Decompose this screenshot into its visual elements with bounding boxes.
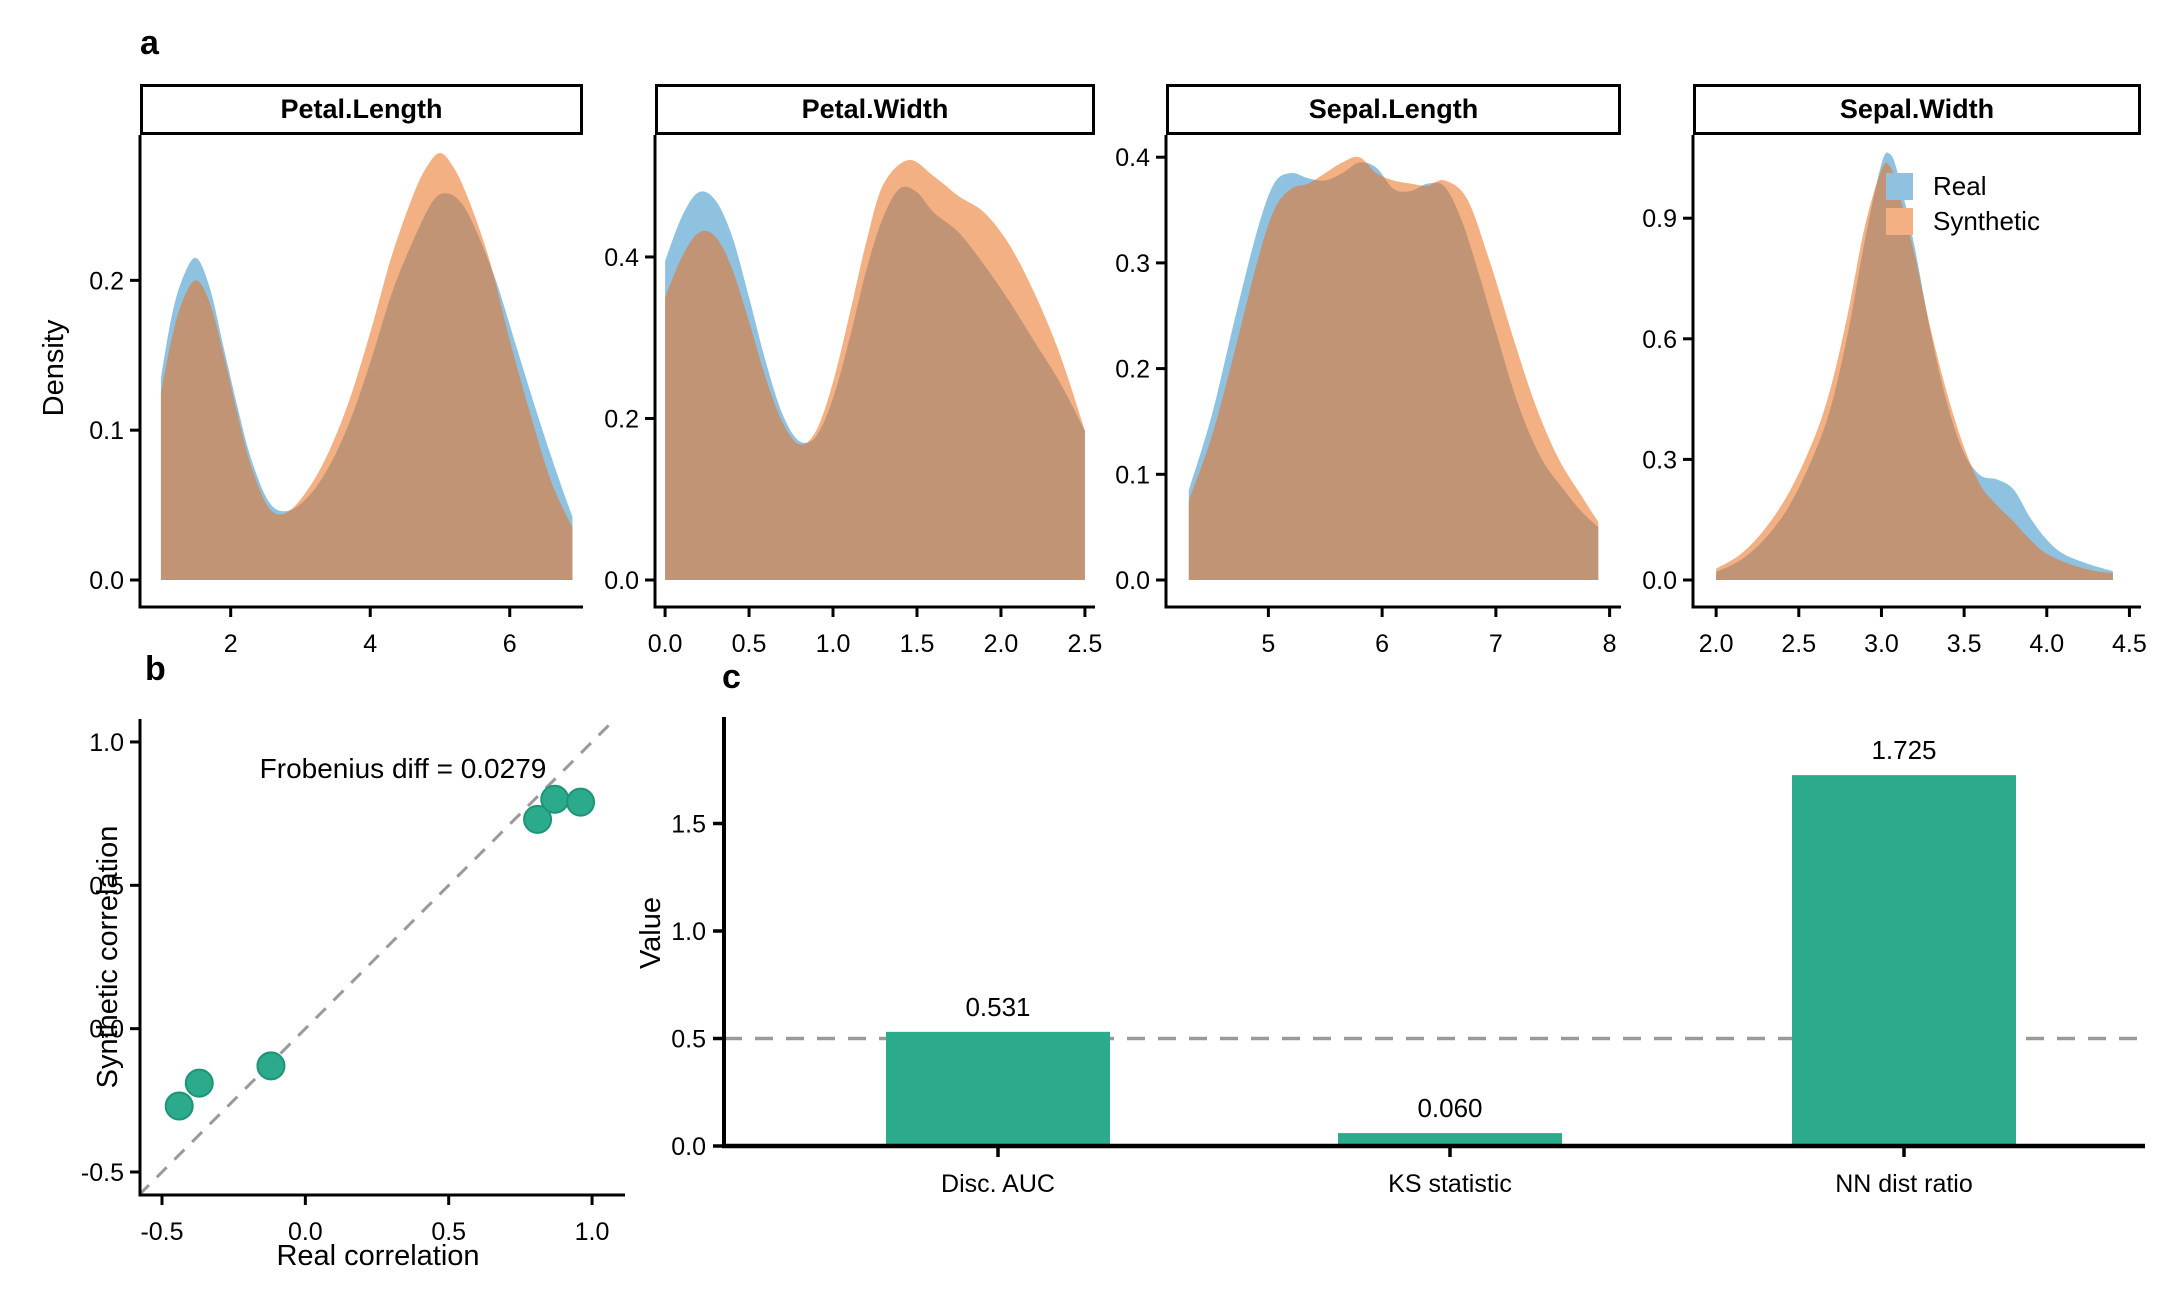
density-area-synthetic — [1188, 156, 1599, 580]
x-tick-label: 2.5 — [1781, 630, 1816, 658]
x-tick-label: 5 — [1261, 630, 1275, 658]
scatter-point — [523, 804, 553, 834]
bar-value-label: 0.531 — [965, 992, 1030, 1022]
y-tick-label: 0.2 — [1115, 356, 1150, 384]
x-tick-label: 1.0 — [575, 1218, 610, 1246]
density-y-axis-title: Density — [38, 319, 70, 417]
x-tick-label: 0.0 — [288, 1218, 323, 1246]
y-tick-label: 1.0 — [89, 729, 124, 757]
scatter-point — [184, 1068, 214, 1098]
y-tick-label: 0.4 — [1115, 144, 1150, 172]
scatter-point — [566, 787, 596, 817]
bar — [886, 1031, 1110, 1146]
x-tick-label: 0.0 — [648, 630, 683, 658]
x-tick-label: 4.5 — [2112, 630, 2147, 658]
x-tick-label: 0.5 — [431, 1218, 466, 1246]
strip-petal-width: Petal.Width — [655, 84, 1095, 135]
x-tick-label: 6 — [1375, 630, 1389, 658]
panel-label-c: c — [722, 658, 741, 696]
legend-key-synthetic-swatch — [1886, 208, 1913, 235]
legend-label-synthetic: Synthetic — [1933, 206, 2040, 236]
x-tick-label: 3.0 — [1864, 630, 1899, 658]
y-tick-label: 0.3 — [1115, 250, 1150, 278]
y-tick-label: 0.5 — [89, 872, 124, 900]
legend-label-real: Real — [1933, 171, 1987, 201]
scatter-x-axis-title: Real correlation — [276, 1240, 480, 1272]
x-tick-label: 2.0 — [984, 630, 1019, 658]
y-tick-label: 0.0 — [671, 1133, 706, 1161]
density-area-synthetic — [1716, 162, 2113, 580]
x-tick-label: 1.5 — [900, 630, 935, 658]
x-tick-label: 7 — [1489, 630, 1503, 658]
density-area-synthetic — [160, 153, 573, 580]
legend-item-real: Real — [1886, 172, 2040, 201]
bar-value-label: 0.060 — [1417, 1093, 1482, 1123]
x-tick-label: 2.0 — [1699, 630, 1734, 658]
bar-y-axis-title: Value — [635, 896, 667, 970]
strip-sepal-width: Sepal.Width — [1693, 84, 2141, 135]
legend-item-synthetic: Synthetic — [1886, 207, 2040, 236]
y-tick-label: -0.5 — [81, 1159, 124, 1187]
y-tick-label: 0.9 — [1642, 205, 1677, 233]
panel-label-a: a — [140, 24, 159, 62]
strip-title: Petal.Length — [280, 94, 443, 124]
bar — [1338, 1133, 1562, 1146]
x-tick-label: 2 — [224, 630, 238, 658]
y-tick-label: 0.1 — [89, 417, 124, 445]
y-tick-label: 0.3 — [1642, 446, 1677, 474]
y-tick-label: 0.0 — [604, 567, 639, 595]
bar — [1792, 775, 2016, 1146]
y-tick-label: 0.0 — [1642, 567, 1677, 595]
y-tick-label: 1.0 — [671, 918, 706, 946]
strip-title: Petal.Width — [801, 94, 949, 124]
x-tick-label: 2.5 — [1068, 630, 1103, 658]
density-area-synthetic — [665, 159, 1085, 580]
x-tick-label: 8 — [1603, 630, 1617, 658]
x-tick-label: 4.0 — [2029, 630, 2064, 658]
scatter-point — [164, 1091, 194, 1121]
x-tick-label: 6 — [503, 630, 517, 658]
y-tick-label: 0.4 — [604, 244, 639, 272]
frobenius-annotation: Frobenius diff = 0.0279 — [259, 753, 547, 784]
legend: Real Synthetic — [1886, 172, 2040, 242]
scatter-point — [256, 1051, 286, 1081]
y-tick-label: 0.2 — [604, 405, 639, 433]
x-tick-label: 4 — [363, 630, 377, 658]
strip-title: Sepal.Length — [1308, 94, 1479, 124]
y-tick-label: 0.1 — [1115, 461, 1150, 489]
y-tick-label: 0.0 — [89, 1016, 124, 1044]
legend-key-real-swatch — [1886, 173, 1913, 200]
panel-label-b: b — [145, 650, 166, 688]
y-tick-label: 0.2 — [89, 267, 124, 295]
y-tick-label: 0.5 — [671, 1026, 706, 1054]
strip-title: Sepal.Width — [1839, 94, 1995, 124]
y-tick-label: 1.5 — [671, 811, 706, 839]
category-label: NN dist ratio — [1835, 1170, 1973, 1198]
category-label: Disc. AUC — [941, 1170, 1055, 1198]
y-tick-label: 0.0 — [89, 567, 124, 595]
x-tick-label: -0.5 — [140, 1218, 183, 1246]
x-tick-label: 0.5 — [732, 630, 767, 658]
bar-value-label: 1.725 — [1871, 735, 1936, 765]
category-label: KS statistic — [1388, 1170, 1512, 1198]
scatter-point — [540, 784, 570, 814]
strip-sepal-length: Sepal.Length — [1166, 84, 1621, 135]
x-tick-label: 3.5 — [1947, 630, 1982, 658]
scatter-y-axis-title: Synthetic correlation — [92, 825, 124, 1089]
x-tick-label: 1.0 — [816, 630, 851, 658]
y-tick-label: 0.6 — [1642, 326, 1677, 354]
y-tick-label: 0.0 — [1115, 567, 1150, 595]
strip-petal-length: Petal.Length — [140, 84, 583, 135]
